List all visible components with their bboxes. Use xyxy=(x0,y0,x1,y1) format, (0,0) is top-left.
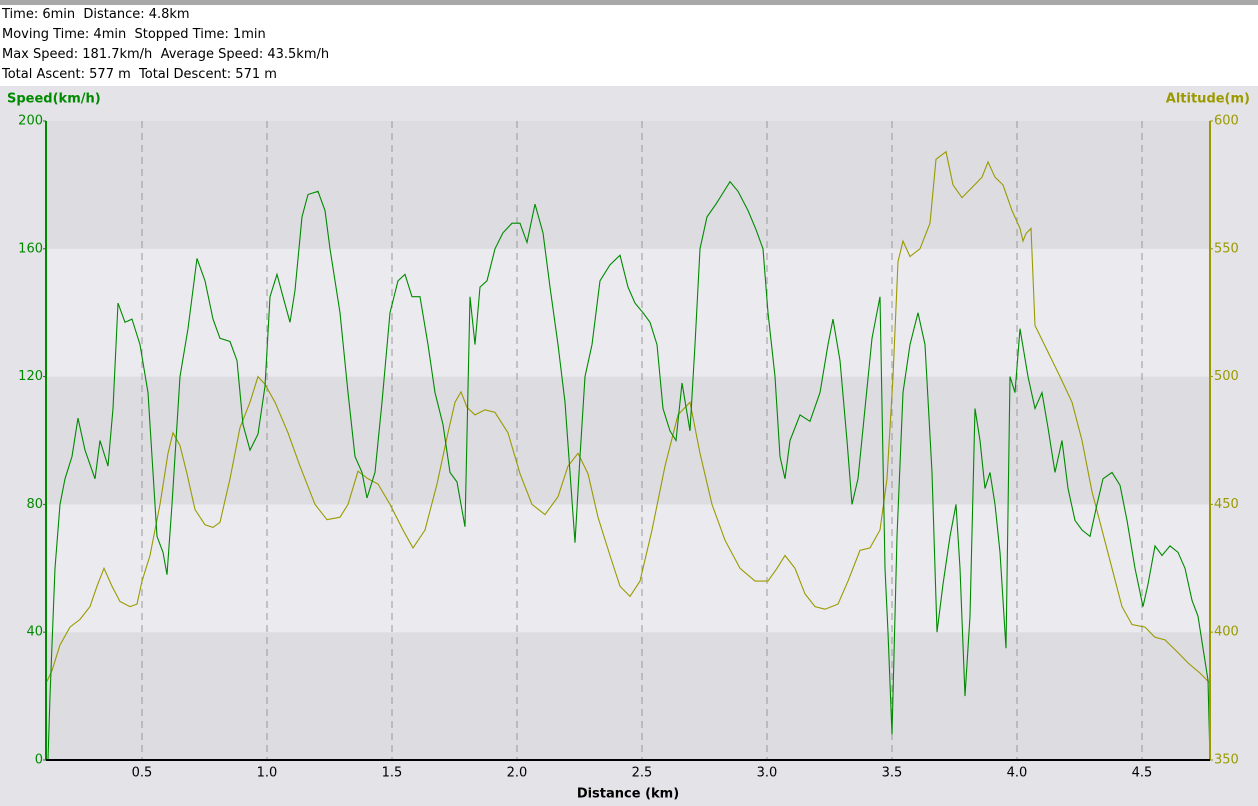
y2-tick-label: 600 xyxy=(1214,114,1239,129)
y-tick-label: 200 xyxy=(18,114,43,129)
summary-line: Time: 6min Distance: 4.8km xyxy=(2,7,190,22)
y-tick-label: 40 xyxy=(26,625,43,640)
y2-tick-label: 450 xyxy=(1214,497,1239,512)
y2-tick-label: 550 xyxy=(1214,241,1239,256)
x-tick-label: 4.5 xyxy=(1132,766,1153,781)
x-tick-label: 2.0 xyxy=(507,766,528,781)
grid-band xyxy=(46,121,1210,249)
y2-axis-label: Altitude(m) xyxy=(1166,92,1250,107)
grid-band xyxy=(46,504,1210,633)
y2-tick-label: 500 xyxy=(1214,369,1239,384)
y-tick-label: 120 xyxy=(18,369,43,384)
grid-band xyxy=(46,376,1210,505)
x-tick-label: 1.0 xyxy=(257,766,278,781)
x-tick-label: 4.0 xyxy=(1007,766,1028,781)
x-tick-label: 3.0 xyxy=(757,766,778,781)
y-tick-label: 160 xyxy=(18,241,43,256)
x-tick-label: 2.5 xyxy=(632,766,653,781)
grid-band xyxy=(46,632,1210,760)
x-axis-label: Distance (km) xyxy=(577,787,679,802)
x-tick-label: 3.5 xyxy=(882,766,903,781)
x-tick-label: 1.5 xyxy=(382,766,403,781)
y2-tick-label: 350 xyxy=(1214,753,1239,768)
summary-line: Moving Time: 4min Stopped Time: 1min xyxy=(2,27,266,42)
y-tick-label: 80 xyxy=(26,497,43,512)
y2-tick-label: 400 xyxy=(1214,625,1239,640)
summary: Time: 6min Distance: 4.8km Moving Time: … xyxy=(0,0,1258,86)
x-tick-label: 0.5 xyxy=(132,766,153,781)
grid-band xyxy=(46,248,1210,377)
y-tick-label: 0 xyxy=(35,753,43,768)
series-line xyxy=(45,150,1211,684)
summary-line: Max Speed: 181.7km/h Average Speed: 43.5… xyxy=(2,47,330,62)
series-line xyxy=(46,180,1211,761)
y-axis-label: Speed(km/h) xyxy=(7,92,101,107)
summary-line: Total Ascent: 577 m Total Descent: 571 m xyxy=(2,67,277,82)
